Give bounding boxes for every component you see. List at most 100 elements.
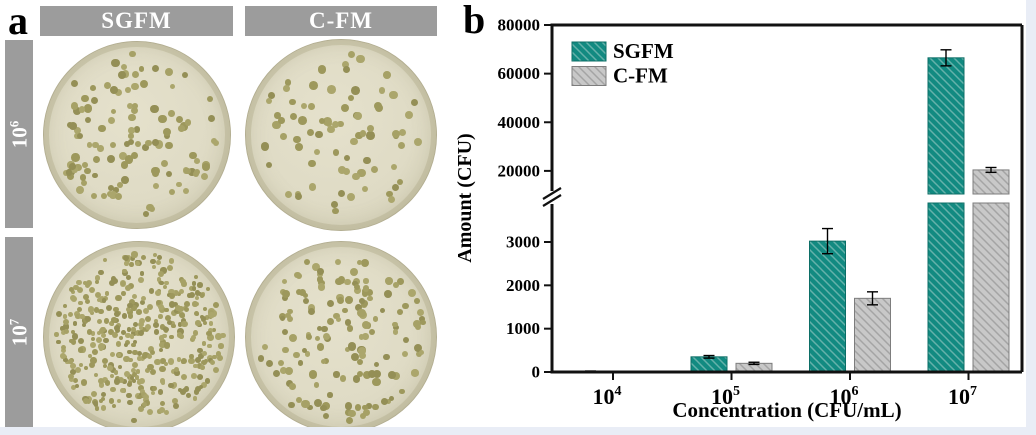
bacterial-colony [311,262,320,271]
bacterial-colony [160,380,165,385]
bacterial-colony [159,280,164,286]
bacterial-colony [207,327,214,334]
bacterial-colony [359,412,367,419]
bacterial-colony [191,286,197,291]
bacterial-colony [374,361,380,367]
bacterial-colony [130,151,138,159]
bacterial-colony [193,158,200,164]
bacterial-colony [350,268,359,277]
bacterial-colony [332,207,339,215]
bacterial-colony [313,398,323,407]
bacterial-colony [327,125,335,133]
bacterial-colony [70,384,76,390]
bacterial-colony [92,141,99,149]
bacterial-colony [139,388,146,395]
bacterial-colony [316,325,323,332]
x-tick-label: 106 [830,384,859,409]
bacterial-colony [164,362,169,367]
bacterial-colony [167,265,174,272]
bacterial-colony [202,306,207,311]
bacterial-colony [352,172,360,180]
bacterial-colony [130,106,139,115]
legend-label-sgfm: SGFM [613,39,674,63]
bacterial-colony [333,371,340,378]
bacterial-colony [393,282,400,288]
bacterial-colony [90,193,97,200]
bacterial-colony [146,409,154,416]
bacterial-colony [168,188,176,195]
bacterial-colony [289,99,296,106]
bacterial-colony [62,323,70,330]
row-label-10e6: 106 [5,40,33,228]
bacterial-colony [362,333,369,340]
bacterial-colony [306,129,315,137]
bacterial-colony [55,310,62,317]
bacterial-colony [98,343,105,350]
bacterial-colony [74,366,81,373]
bacterial-colony [92,155,100,164]
bacterial-colony [192,330,198,336]
bacterial-colony [380,397,388,405]
bacterial-colony [189,354,195,359]
bacterial-colony [197,352,204,359]
bacterial-colony [397,141,406,150]
bacterial-colony [159,335,165,341]
bacterial-colony [100,332,106,338]
bacterial-colony [200,293,205,298]
bacterial-colony [148,346,155,353]
bacterial-colony [160,358,166,364]
bacterial-colony [164,315,171,322]
bacterial-colony [145,368,150,373]
bacterial-colony [152,139,159,147]
bacterial-colony [274,112,281,119]
bacterial-colony [90,391,97,398]
bacterial-colony [132,321,139,328]
bacterial-colony [137,384,144,391]
bacterial-colony [138,65,145,72]
bacterial-colony [92,172,98,179]
bacterial-colony [109,191,117,199]
bacterial-colony [202,162,211,172]
bar-cfm-10e6 [854,297,891,373]
bacterial-colony [210,138,217,144]
bacterial-colony [159,341,166,348]
bacterial-colony [416,308,425,317]
bacterial-colony [158,314,163,319]
bacterial-colony [132,103,139,110]
x-axis-title: Concentration (CFU/mL) [672,398,901,422]
bacterial-colony [208,321,214,326]
bacterial-colony [98,347,104,352]
row-label-10e7: 107 [5,237,33,427]
bacterial-colony [343,278,351,286]
bacterial-colony [131,349,138,356]
bacterial-colony [71,102,79,110]
bacterial-colony [128,127,136,134]
bacterial-colony [71,153,80,162]
bacterial-colony [397,179,404,186]
bacterial-colony [112,404,117,409]
bacterial-colony [150,391,156,396]
bacterial-colony [359,298,365,304]
bacterial-colony [161,159,169,168]
bacterial-colony [109,373,115,379]
bacterial-colony [354,404,362,411]
bacterial-colony [93,372,99,378]
bacterial-colony [189,151,197,160]
bacterial-colony [281,289,291,298]
bacterial-colony [132,339,137,344]
bacterial-colony [114,325,120,331]
bacterial-colony [107,184,115,192]
bacterial-colony [346,192,356,202]
bacterial-colony [100,405,107,412]
bacterial-colony [121,176,129,184]
bacterial-colony [96,337,103,344]
bacterial-colony [129,50,136,58]
bacterial-colony [124,285,131,292]
bacterial-colony [60,326,65,331]
x-tick-label: 107 [948,384,977,409]
bacterial-colony [129,375,134,380]
bacterial-colony [98,382,105,389]
bacterial-colony [87,353,93,359]
bacterial-colony [323,412,330,420]
bacterial-colony [288,383,296,390]
